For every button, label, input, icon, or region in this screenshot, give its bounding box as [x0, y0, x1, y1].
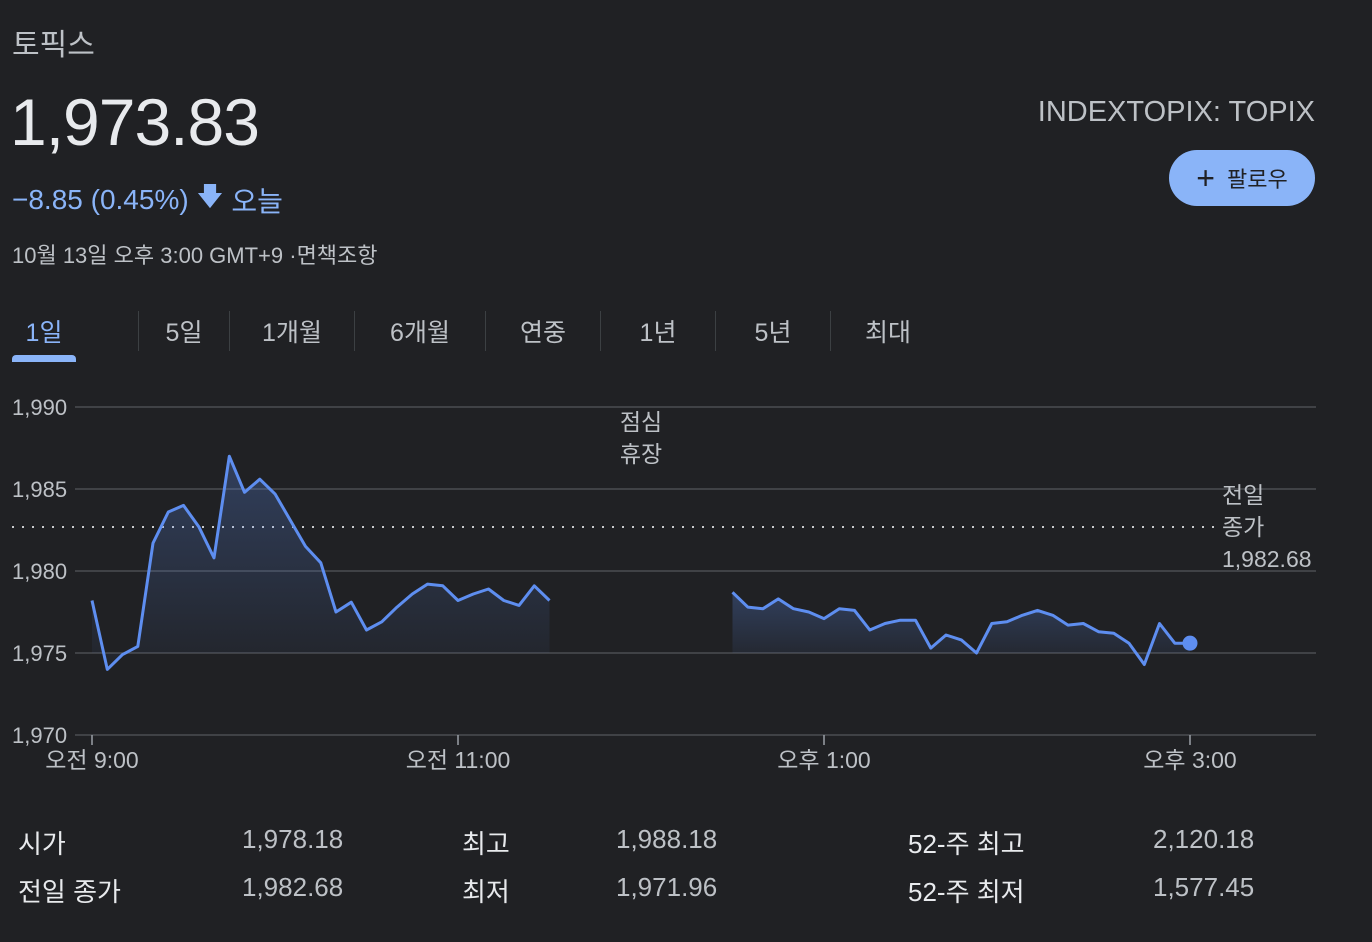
y-tick-label: 1,975 — [12, 641, 67, 666]
previous-close-label: 종가 — [1222, 514, 1264, 540]
change-value: −8.85 (0.45%) — [12, 184, 189, 215]
price-line-afternoon — [731, 591, 1190, 666]
stat-label-low: 최저 — [462, 877, 510, 907]
stat-label-prev-close: 전일 종가 — [18, 877, 121, 907]
change-period: 오늘 — [231, 186, 283, 217]
tab-divider — [354, 311, 355, 351]
lunch-break-label: 휴장 — [620, 441, 662, 467]
stat-value-prev-close: 1,982.68 — [242, 872, 344, 902]
price-line-morning — [90, 454, 551, 671]
stat-label-open: 시가 — [18, 829, 66, 859]
tab-5y[interactable]: 5년 — [754, 319, 792, 347]
tab-1m[interactable]: 1개월 — [262, 319, 322, 347]
x-tick-label: 오전 9:00 — [45, 747, 138, 773]
lunch-break-label: 점심 — [620, 409, 662, 435]
tab-1y[interactable]: 1년 — [639, 319, 677, 347]
follow-button[interactable]: + 팔로우 — [1169, 150, 1315, 206]
stat-value-open: 1,978.18 — [242, 824, 344, 854]
y-tick-label: 1,980 — [12, 559, 67, 584]
current-price: 1,973.83 — [10, 85, 260, 159]
tab-divider — [229, 311, 230, 351]
y-tick-label: 1,985 — [12, 477, 67, 502]
y-tick-label: 1,970 — [12, 723, 67, 748]
price-chart[interactable]: 1,970 1,975 1,980 1,985 1,990 오전 9:00 오전 11:00… — [0, 380, 1372, 780]
stat-label-52w-low: 52-주 최저 — [908, 877, 1025, 907]
previous-close-label: 1,982.68 — [1222, 546, 1312, 572]
tab-divider — [485, 311, 486, 351]
stat-value-low: 1,971.96 — [616, 872, 718, 902]
timestamp-disclaimer[interactable]: 10월 13일 오후 3:00 GMT+9 ·면책조항 — [12, 243, 378, 268]
tab-max[interactable]: 최대 — [864, 319, 911, 347]
index-name: 토픽스 — [12, 29, 95, 62]
stat-label-high: 최고 — [462, 829, 510, 859]
last-price-dot — [1182, 635, 1198, 651]
x-tick-label: 오전 11:00 — [406, 747, 511, 773]
tab-divider — [715, 311, 716, 351]
stat-value-52w-high: 2,120.18 — [1153, 824, 1255, 854]
stat-value-high: 1,988.18 — [616, 824, 718, 854]
follow-label: 팔로우 — [1226, 167, 1288, 192]
x-tick-label: 오후 3:00 — [1143, 747, 1236, 773]
tab-divider — [830, 311, 831, 351]
tab-1d[interactable]: 1일 — [12, 300, 76, 362]
price-change: −8.85 (0.45%) 🡇 오늘 — [12, 178, 283, 222]
stat-label-52w-high: 52-주 최고 — [908, 829, 1025, 859]
plus-icon: + — [1196, 160, 1215, 196]
tab-5d[interactable]: 5일 — [165, 319, 203, 347]
range-tabs: 1일 5일 1개월 6개월 연중 1년 5년 최대 — [12, 300, 945, 362]
x-tick-label: 오후 1:00 — [777, 747, 870, 773]
arrow-down-icon: 🡇 — [196, 181, 224, 211]
stat-value-52w-low: 1,577.45 — [1153, 872, 1255, 902]
previous-close-label: 전일 — [1222, 482, 1264, 508]
tab-6m[interactable]: 6개월 — [390, 319, 450, 347]
y-tick-label: 1,990 — [12, 395, 67, 420]
ticker-symbol: INDEXTOPIX: TOPIX — [1037, 96, 1315, 128]
tab-ytd[interactable]: 연중 — [519, 319, 566, 347]
tab-divider — [600, 311, 601, 351]
tab-divider — [138, 311, 139, 351]
